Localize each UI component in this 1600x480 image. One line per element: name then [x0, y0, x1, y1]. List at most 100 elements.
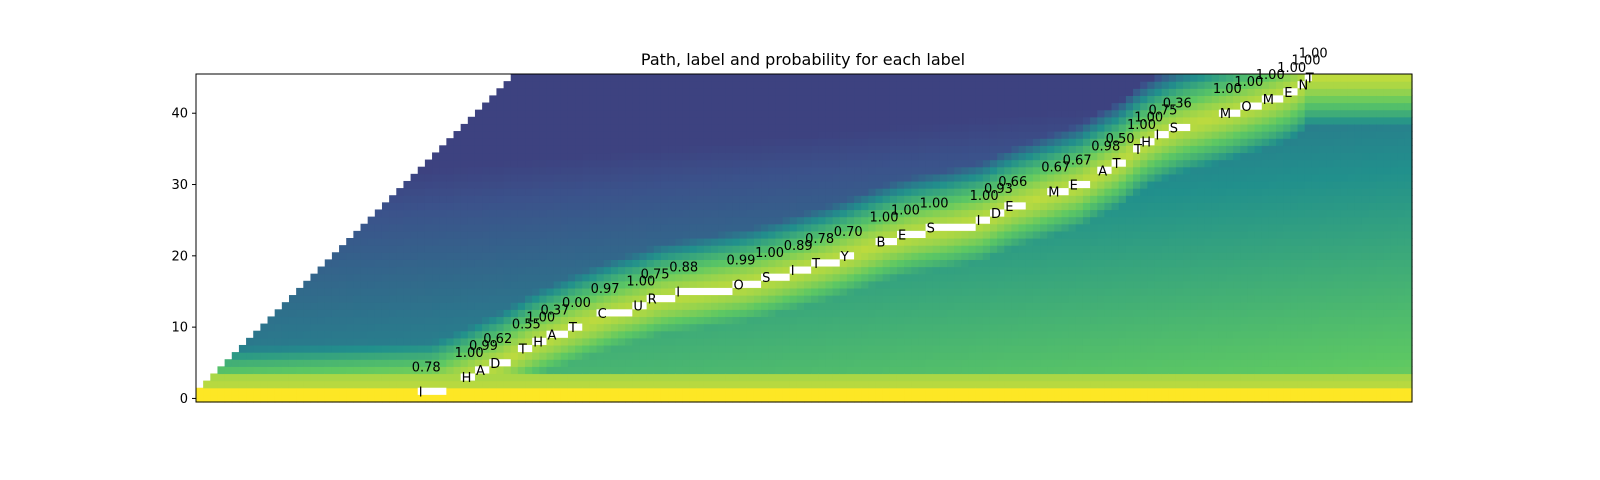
heatmap-cell [1061, 344, 1070, 353]
heatmap-cell [546, 74, 555, 82]
heatmap-cell [432, 323, 440, 332]
heatmap-cell [668, 366, 676, 375]
heatmap-cell [660, 316, 669, 325]
heatmap-cell [474, 387, 483, 396]
heatmap-cell [653, 316, 662, 325]
heatmap-cell [711, 252, 719, 260]
heatmap-cell [1068, 295, 1077, 303]
heatmap-cell [360, 230, 369, 239]
heatmap-cell [446, 266, 455, 275]
heatmap-cell [389, 295, 397, 303]
heatmap-cell [453, 380, 462, 389]
heatmap-cell [718, 74, 726, 82]
heatmap-cell [646, 131, 655, 139]
heatmap-cell [1118, 145, 1127, 154]
heatmap-cell [646, 330, 655, 339]
heatmap-cell [689, 323, 698, 332]
heatmap-cell [281, 316, 290, 325]
heatmap-cell [782, 330, 791, 339]
heatmap-cell [1082, 74, 1091, 82]
heatmap-cell [632, 316, 641, 325]
heatmap-cell [339, 344, 347, 353]
heatmap-cell [918, 337, 927, 346]
heatmap-cell [825, 131, 834, 139]
heatmap-cell [904, 173, 912, 182]
heatmap-cell [1004, 230, 1013, 239]
heatmap-cell [854, 337, 862, 346]
heatmap-cell [825, 145, 834, 154]
heatmap-cell [517, 173, 526, 182]
heatmap-cell [961, 337, 970, 346]
heatmap-cell [582, 337, 591, 346]
heatmap-cell [1075, 252, 1084, 260]
heatmap-cell [432, 216, 440, 225]
heatmap-cell [1061, 366, 1070, 375]
heatmap-cell [653, 230, 662, 239]
heatmap-cell [453, 180, 462, 189]
heatmap-cell [317, 302, 326, 310]
heatmap-cell [975, 173, 984, 182]
heatmap-cell [567, 309, 576, 318]
heatmap-cell [439, 323, 447, 332]
heatmap-cell [839, 223, 848, 232]
heatmap-cell [660, 230, 669, 239]
heatmap-cell [553, 88, 562, 96]
heatmap-cell [424, 302, 433, 310]
heatmap-cell [682, 202, 691, 211]
heatmap-cell [1090, 344, 1098, 353]
heatmap-cell [310, 273, 319, 282]
heatmap-cell [417, 295, 426, 303]
heatmap-cell [1025, 180, 1034, 189]
heatmap-cell [775, 95, 784, 104]
heatmap-cell [925, 95, 934, 104]
heatmap-cell [1097, 145, 1106, 154]
heatmap-cell [331, 387, 340, 396]
heatmap-cell [403, 359, 412, 367]
heatmap-cell [825, 95, 834, 104]
heatmap-cell [982, 245, 991, 253]
heatmap-cell [725, 145, 734, 154]
heatmap-cell [660, 81, 669, 89]
heatmap-cell [1004, 337, 1013, 346]
heatmap-cell [711, 102, 719, 111]
heatmap-cell [453, 188, 462, 196]
heatmap-cell [639, 316, 648, 325]
heatmap-cell [854, 116, 862, 125]
heatmap-cell [882, 123, 891, 132]
heatmap-cell [668, 273, 676, 282]
heatmap-cell [753, 109, 762, 118]
heatmap-cell [718, 123, 726, 132]
heatmap-cell [653, 81, 662, 89]
heatmap-cell [253, 359, 261, 367]
heatmap-cell [660, 138, 669, 146]
heatmap-cell [989, 287, 998, 296]
heatmap-cell [703, 309, 712, 318]
heatmap-cell [1068, 152, 1077, 161]
heatmap-cell [804, 387, 812, 396]
heatmap-cell [782, 109, 791, 118]
heatmap-cell [761, 173, 769, 182]
heatmap-cell [403, 337, 412, 346]
heatmap-cell [653, 330, 662, 339]
heatmap-cell [575, 309, 583, 318]
heatmap-cell [725, 316, 734, 325]
heatmap-cell [718, 316, 726, 325]
heatmap-cell [410, 323, 419, 332]
heatmap-cell [954, 280, 962, 289]
heatmap-cell [1097, 216, 1106, 225]
heatmap-cell [460, 273, 469, 282]
heatmap-cell [610, 380, 619, 389]
heatmap-cell [424, 394, 433, 403]
heatmap-cell [417, 287, 426, 296]
heatmap-cell [582, 173, 591, 182]
heatmap-cell [739, 330, 748, 339]
heatmap-cell [432, 195, 440, 203]
heatmap-cell [567, 245, 576, 253]
heatmap-cell [1075, 344, 1084, 353]
heatmap-cell [689, 209, 698, 218]
heatmap-cell [653, 152, 662, 161]
heatmap-cell [1047, 131, 1055, 139]
heatmap-cell [904, 145, 912, 154]
heatmap-cell [703, 223, 712, 232]
heatmap-cell [954, 152, 962, 161]
